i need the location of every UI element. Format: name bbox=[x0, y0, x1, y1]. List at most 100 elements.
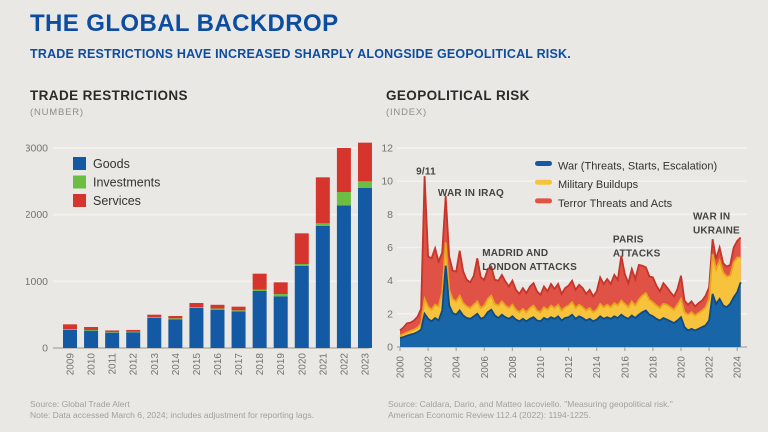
y-tick-3000: 3000 bbox=[26, 143, 48, 155]
bar-2016-investments bbox=[210, 308, 225, 310]
x-tick-2022: 2022 bbox=[339, 353, 350, 376]
bar-2023-services bbox=[357, 142, 372, 182]
bar-2015-investments bbox=[189, 307, 204, 308]
trade-chart-source: Source: Global Trade Alert Note: Data ac… bbox=[30, 399, 314, 421]
bar-2013-services bbox=[147, 314, 162, 317]
bar-2012-investments bbox=[126, 331, 141, 333]
x-tick-2018: 2018 bbox=[255, 353, 266, 376]
legend-swatch-investments bbox=[73, 175, 86, 189]
annotation-paris-attacks-line2: ATTACKS bbox=[613, 249, 661, 260]
bar-2017-investments bbox=[231, 310, 246, 312]
bar-2014-goods bbox=[168, 319, 183, 348]
trade-restrictions-chart: 0 1000 2000 3000 2009 2010 2011 2012 2013 2014 201… bbox=[25, 135, 374, 400]
bar-2015-services bbox=[189, 303, 204, 307]
geo-source-line1: Source: Caldara, Dario, and Matteo Iacov… bbox=[388, 399, 673, 409]
bar-2016-services bbox=[210, 304, 225, 309]
edge-war bbox=[399, 265, 742, 339]
bar-2019-goods bbox=[273, 296, 288, 348]
x-tick-2020: 2020 bbox=[677, 356, 688, 379]
geo-source-line2: American Economic Review 112.4 (2022): 1… bbox=[388, 410, 591, 420]
bar-2010-investments bbox=[84, 330, 99, 331]
legend-label-0: War (Threats, Starts, Escalation) bbox=[558, 161, 717, 173]
y-tick-6: 6 bbox=[387, 242, 393, 254]
geopolitical-risk-chart: 0 2 4 6 8 10 12 2000 2002 2004 2006 2008 2010 2012 201… bbox=[381, 135, 753, 400]
bar-2023-goods bbox=[357, 188, 372, 348]
bar-2020-investments bbox=[294, 264, 309, 266]
bar-2021-investments bbox=[315, 223, 330, 226]
bar-2014-services bbox=[168, 316, 183, 319]
y-tick-2: 2 bbox=[387, 308, 393, 320]
y-tick-10: 10 bbox=[381, 176, 393, 188]
legend-swatch-2 bbox=[535, 198, 552, 204]
page-subtitle: TRADE RESTRICTIONS HAVE INCREASED SHARPL… bbox=[30, 47, 571, 61]
geo-chart-source: Source: Caldara, Dario, and Matteo Iacov… bbox=[388, 399, 673, 421]
x-tick-2010: 2010 bbox=[536, 356, 547, 379]
annotation-war-in-iraq: WAR IN IRAQ bbox=[438, 188, 504, 199]
x-tick-2014: 2014 bbox=[171, 353, 182, 376]
x-tick-2023: 2023 bbox=[360, 353, 371, 376]
trade-chart-svg: 0 1000 2000 3000 2009 2010 2011 2012 2013 2014 201… bbox=[25, 142, 372, 376]
trade-chart-unit-label: (NUMBER) bbox=[30, 107, 84, 118]
x-tick-2022: 2022 bbox=[705, 356, 716, 379]
x-tick-2004: 2004 bbox=[452, 356, 463, 379]
legend-label-1: Military Buildups bbox=[558, 179, 639, 191]
annotation-9-11: 9/11 bbox=[416, 167, 436, 178]
bar-2018-goods bbox=[252, 291, 267, 348]
x-tick-2012: 2012 bbox=[129, 353, 140, 376]
annotation-war-in-ukraine-line1: WAR IN bbox=[693, 211, 730, 222]
x-tick-2015: 2015 bbox=[192, 353, 203, 376]
y-tick-2000: 2000 bbox=[26, 209, 48, 221]
x-tick-2016: 2016 bbox=[213, 353, 224, 376]
x-tick-2024: 2024 bbox=[733, 356, 744, 379]
y-tick-12: 12 bbox=[381, 143, 393, 155]
bar-2022-services bbox=[336, 148, 351, 192]
bar-2017-goods bbox=[231, 311, 246, 348]
legend-label-services: Services bbox=[93, 194, 141, 208]
bar-2023-investments bbox=[357, 181, 372, 188]
geo-chart-svg: 0 2 4 6 8 10 12 2000 2002 2004 2006 2008 2010 2012 201… bbox=[381, 143, 747, 379]
bar-2020-services bbox=[294, 233, 309, 264]
annotation-war-in-ukraine-line2: UKRAINE bbox=[693, 225, 740, 236]
legend-label-2: Terror Threats and Acts bbox=[558, 198, 673, 210]
bar-2019-services bbox=[273, 282, 288, 294]
legend-swatch-goods bbox=[73, 157, 86, 170]
bar-2010-services bbox=[84, 327, 99, 330]
bar-2021-services bbox=[315, 177, 330, 224]
y-tick-1000: 1000 bbox=[26, 276, 48, 288]
x-tick-2013: 2013 bbox=[150, 353, 161, 376]
geo-chart-unit-label: (INDEX) bbox=[386, 107, 427, 118]
x-tick-2014: 2014 bbox=[592, 356, 603, 379]
bar-2018-services bbox=[252, 273, 267, 290]
trade-chart-heading: TRADE RESTRICTIONS bbox=[30, 88, 188, 103]
legend-swatch-1 bbox=[535, 179, 552, 185]
bar-2022-investments bbox=[336, 192, 351, 206]
bar-2012-goods bbox=[126, 332, 141, 348]
bar-2009-goods bbox=[63, 330, 77, 348]
annotation-madrid-and-london-attacks-line2: LONDON ATTACKS bbox=[482, 262, 577, 273]
bar-2013-investments bbox=[147, 317, 162, 318]
area-war bbox=[400, 265, 741, 347]
x-tick-2019: 2019 bbox=[276, 353, 287, 376]
x-tick-2000: 2000 bbox=[396, 356, 407, 379]
y-tick-8: 8 bbox=[387, 209, 393, 221]
bar-2020-goods bbox=[294, 266, 309, 348]
bar-2009-investments bbox=[63, 329, 77, 330]
legend-swatch-services bbox=[73, 194, 86, 207]
page-title: THE GLOBAL BACKDROP bbox=[30, 10, 339, 37]
bar-2021-goods bbox=[315, 226, 330, 348]
bar-2009-services bbox=[63, 324, 77, 329]
geo-chart-heading: GEOPOLITICAL RISK bbox=[386, 88, 530, 103]
bar-2013-goods bbox=[147, 318, 162, 348]
trade-source-line1: Source: Global Trade Alert bbox=[30, 399, 130, 409]
annotation-madrid-and-london-attacks-line1: MADRID AND bbox=[482, 248, 548, 259]
bar-2012-services bbox=[126, 329, 141, 332]
x-tick-2021: 2021 bbox=[318, 353, 329, 376]
bar-2015-goods bbox=[189, 308, 204, 348]
x-tick-2002: 2002 bbox=[424, 356, 435, 379]
edge-terror bbox=[399, 176, 742, 332]
legend-label-investments: Investments bbox=[93, 176, 160, 190]
bar-2019-investments bbox=[273, 294, 288, 297]
annotation-paris-attacks-line1: PARIS bbox=[613, 235, 644, 246]
y-tick-4: 4 bbox=[387, 275, 393, 287]
